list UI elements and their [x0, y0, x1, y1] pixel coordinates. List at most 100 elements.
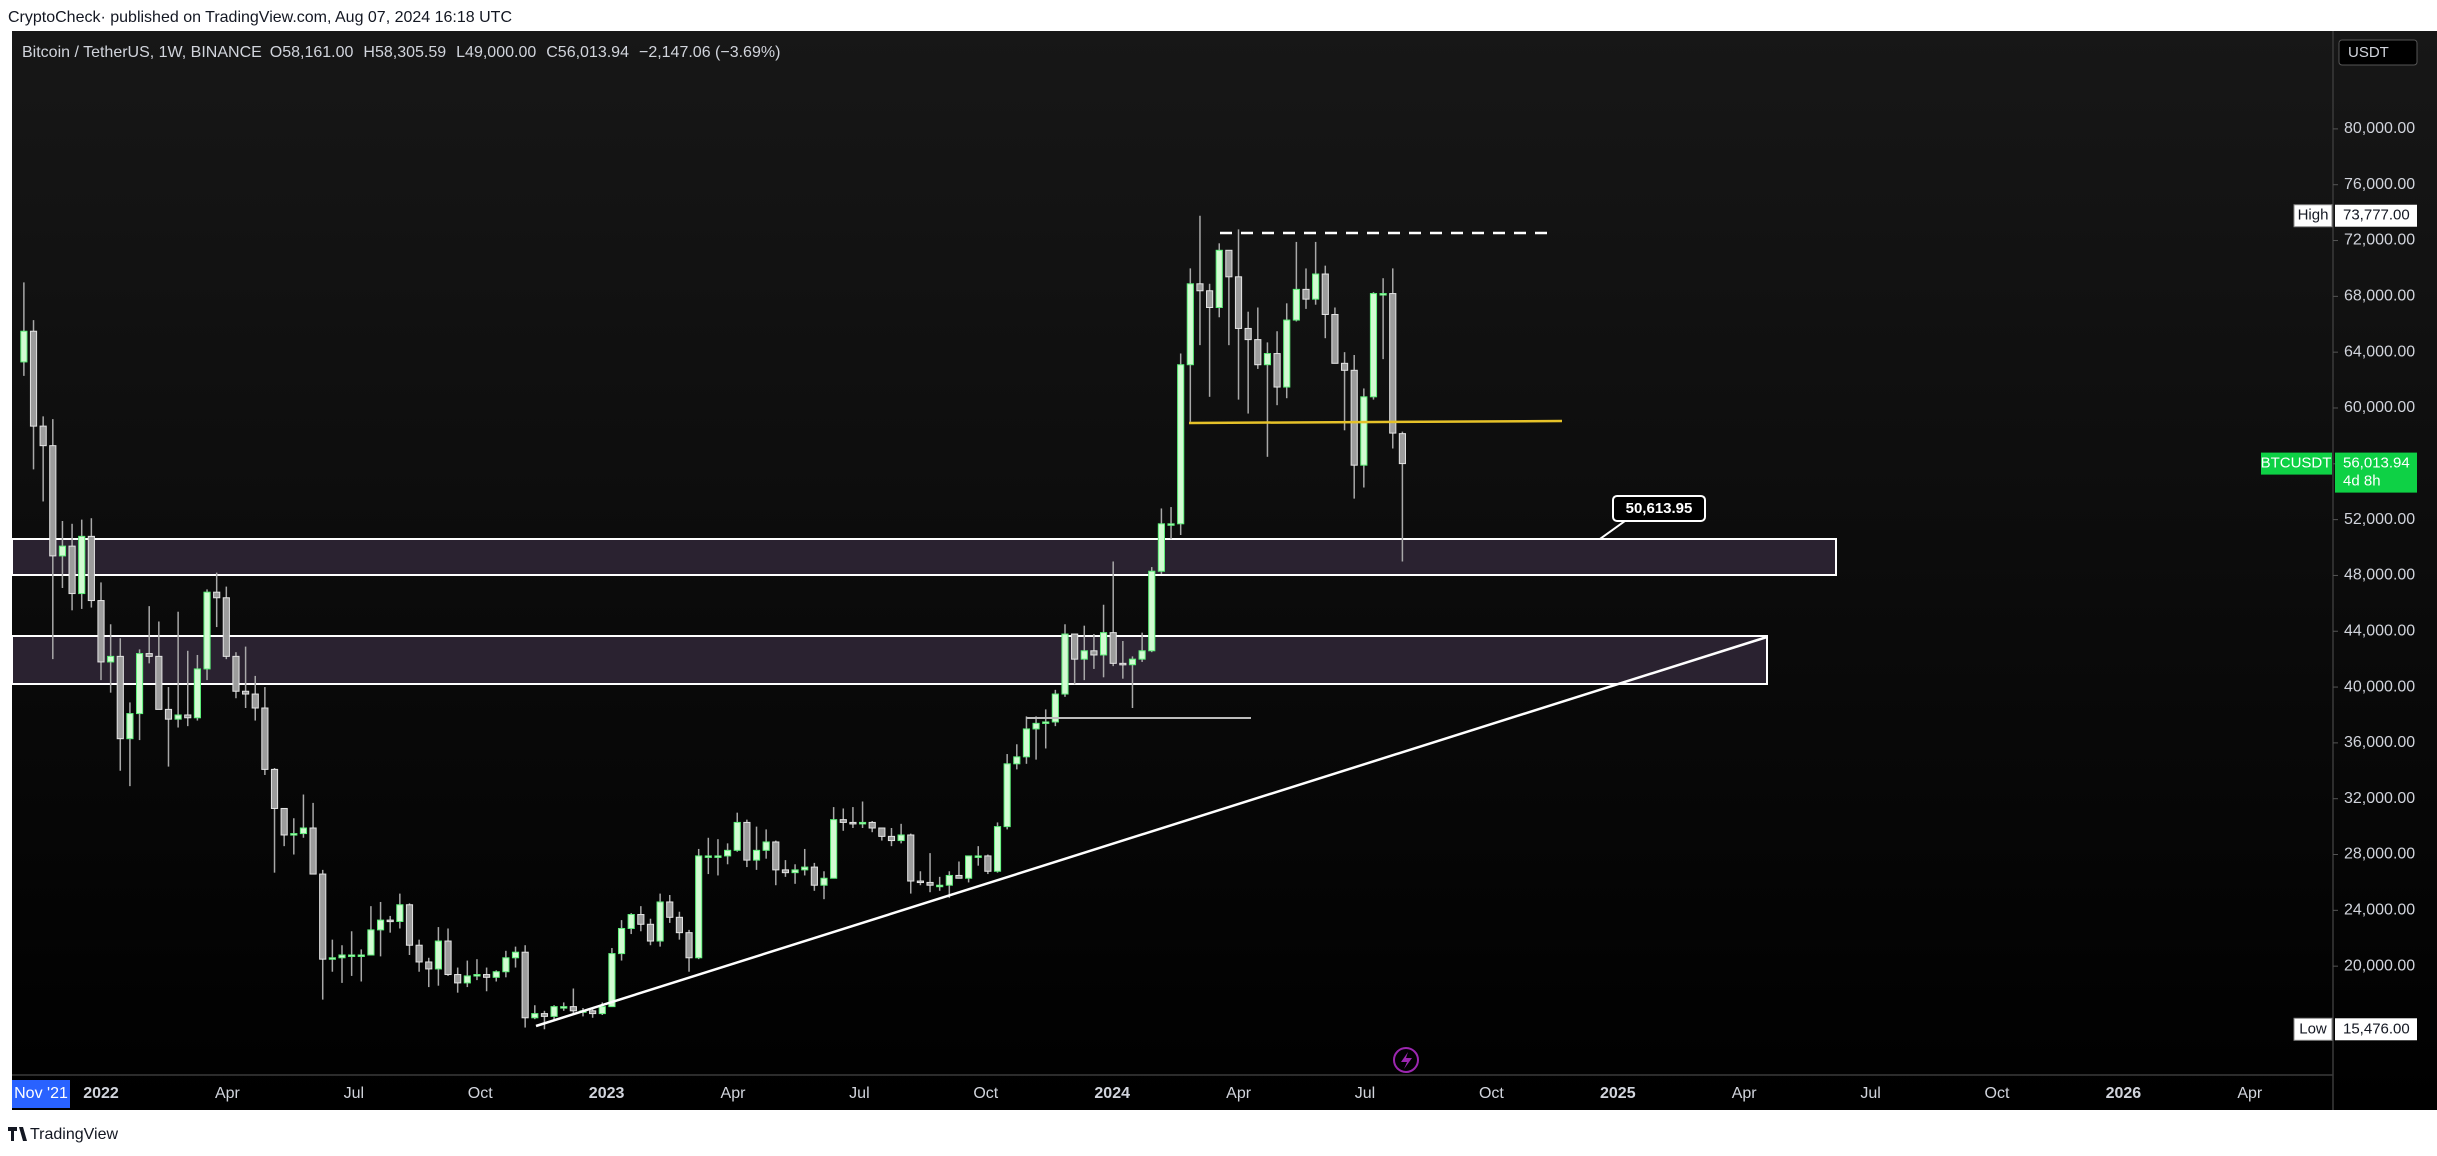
- y-tick-label: 32,000.00: [2344, 790, 2415, 807]
- candle-body: [116, 655, 124, 740]
- y-tick-label: 76,000.00: [2344, 176, 2415, 193]
- candle-body: [1109, 632, 1117, 664]
- x-tick-label: Jul: [849, 1085, 869, 1102]
- candle-body: [1090, 650, 1098, 656]
- first-time-box: [12, 1080, 70, 1108]
- candle-body: [627, 914, 635, 929]
- candle-body: [1321, 273, 1329, 315]
- overlay: Bitcoin / TetherUS, 1W, BINANCE USDT O58…: [12, 39, 2418, 1108]
- x-tick-label: Apr: [721, 1085, 747, 1102]
- candle-body: [560, 1006, 568, 1009]
- candle-body: [174, 714, 182, 720]
- candle-body: [1369, 293, 1378, 398]
- symbol: BTCUSDT: [2261, 455, 2332, 472]
- legend-value: −2,147.06 (−3.69%): [639, 44, 780, 61]
- footer-bar: [0, 1110, 2437, 1156]
- candle-body: [646, 923, 655, 942]
- candle-body: [704, 855, 712, 858]
- candle-body: [396, 904, 404, 923]
- x-tick-label: Oct: [973, 1085, 998, 1102]
- candle-body: [319, 873, 327, 960]
- candle-body: [1263, 353, 1272, 366]
- symbol-box: [2261, 452, 2332, 475]
- currency-box[interactable]: [2338, 39, 2418, 66]
- candle-body: [791, 869, 799, 874]
- candle-body: [589, 1010, 597, 1015]
- left-margin: [0, 31, 12, 1110]
- publisher: CryptoCheck· published on TradingView.co…: [8, 9, 512, 26]
- candle-body: [1206, 290, 1214, 309]
- candle-body: [685, 932, 693, 959]
- candle-body: [309, 827, 317, 875]
- marker-value-box: [2335, 1018, 2417, 1041]
- candle-body: [1080, 650, 1088, 660]
- y-tick-label: 36,000.00: [2344, 734, 2415, 751]
- event-icon[interactable]: [1393, 1047, 1419, 1073]
- candle-body: [299, 827, 308, 835]
- x-tick-label: Apr: [2237, 1085, 2263, 1102]
- candle-body: [454, 974, 462, 984]
- candle-body: [1013, 756, 1021, 765]
- candle-body: [1196, 283, 1204, 292]
- candle-body: [598, 1006, 606, 1015]
- candle-body: [1061, 633, 1069, 695]
- countdown: 4d 8h: [2343, 473, 2381, 490]
- candle-body: [1292, 288, 1300, 321]
- candle-body: [1360, 396, 1368, 466]
- candle-body: [261, 707, 269, 770]
- candle-body: [839, 819, 847, 823]
- candle-body: [434, 940, 442, 970]
- candle-body: [280, 807, 288, 836]
- candle-body: [868, 821, 876, 829]
- y-tick-label: 40,000.00: [2344, 678, 2415, 695]
- candle-body: [405, 904, 414, 946]
- candle-body: [20, 330, 28, 363]
- candle-body: [858, 821, 867, 825]
- candle-body: [222, 597, 230, 657]
- candle-body: [415, 944, 423, 963]
- candle-body: [810, 866, 818, 886]
- candle-body: [367, 929, 375, 956]
- y-tick-label: 48,000.00: [2344, 567, 2415, 584]
- candle-body: [49, 445, 57, 557]
- candle-body: [637, 914, 645, 925]
- candle-body: [1003, 763, 1011, 828]
- y-tick-label: 60,000.00: [2344, 399, 2415, 416]
- candle-body: [270, 768, 279, 809]
- candle-body: [762, 841, 770, 851]
- candle-body: [1225, 249, 1233, 278]
- yellow-line: [1188, 419, 1563, 425]
- candle-body: [945, 874, 953, 886]
- last-price-box: [2335, 452, 2417, 493]
- candle-body: [463, 975, 471, 984]
- candle-body: [1273, 353, 1281, 388]
- y-tick-label: 44,000.00: [2344, 622, 2415, 639]
- candle-body: [1022, 728, 1031, 758]
- marker-name: Low: [2299, 1020, 2327, 1037]
- candle-body: [1234, 276, 1243, 329]
- legend-value: H58,305.59: [363, 44, 446, 61]
- first-time-label: Nov '21: [14, 1085, 68, 1102]
- candle-body: [907, 834, 915, 882]
- candle-body: [1157, 523, 1165, 572]
- candle-body: [695, 855, 703, 959]
- candle-body: [1254, 339, 1262, 366]
- candle-body: [425, 961, 433, 970]
- candle-body: [569, 1006, 577, 1012]
- x-tick-label: Jul: [1860, 1085, 1880, 1102]
- zone-upper: [11, 538, 1837, 576]
- candle-body: [1138, 650, 1146, 660]
- candle-body: [1331, 313, 1339, 364]
- candle-body: [1389, 293, 1397, 434]
- candle-body: [39, 425, 47, 447]
- candle-body: [386, 919, 394, 923]
- x-tick-label: Jul: [344, 1085, 364, 1102]
- y-tick-label: 72,000.00: [2344, 232, 2415, 249]
- candle-body: [328, 957, 336, 960]
- candles: [20, 215, 1406, 1030]
- candle-body: [772, 841, 780, 871]
- candle-body: [675, 916, 683, 934]
- x-tick-label: Apr: [1226, 1085, 1252, 1102]
